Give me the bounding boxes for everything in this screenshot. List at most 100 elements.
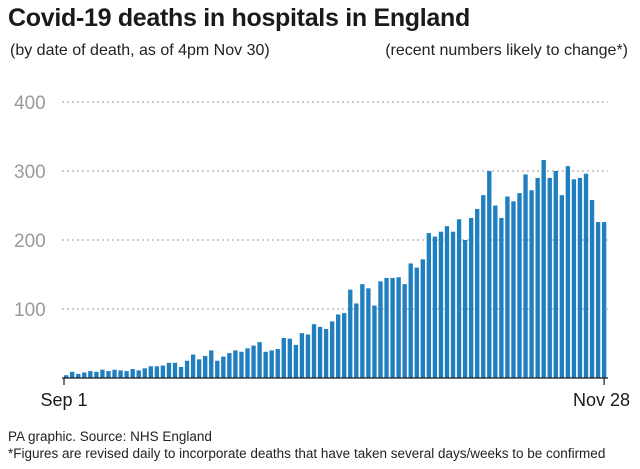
y-tick-label-300: 300: [14, 162, 46, 183]
bar-82: [553, 171, 558, 378]
bar-76: [517, 193, 522, 378]
bar-19: [172, 362, 178, 378]
bar-23: [196, 359, 202, 378]
bar-77: [523, 174, 528, 378]
bar-60: [420, 259, 425, 378]
source-note: PA graphic. Source: NHS England: [8, 429, 212, 444]
bar-54: [384, 277, 389, 378]
x-tick-label-end: Nov 28: [573, 390, 630, 410]
bar-49: [354, 303, 359, 378]
y-tick-label-200: 200: [14, 231, 46, 252]
bar-47: [342, 313, 347, 378]
bar-31: [245, 348, 250, 378]
bar-56: [396, 277, 401, 378]
bar-48: [348, 289, 353, 378]
bar-53: [378, 281, 383, 378]
bar-17: [160, 365, 166, 378]
bar-15: [148, 366, 153, 378]
bar-90: [601, 222, 607, 378]
bar-67: [462, 240, 468, 378]
bar-35: [269, 350, 274, 378]
bar-26: [215, 360, 220, 378]
bar-1: [64, 375, 69, 378]
bar-50: [360, 284, 365, 378]
bar-62: [432, 236, 438, 378]
bar-39: [293, 344, 299, 378]
bar-74: [505, 196, 510, 378]
bar-8: [106, 371, 111, 378]
gridlines: 100 200 300 400: [14, 93, 608, 321]
bar-86: [577, 177, 583, 378]
bar-21: [184, 360, 190, 378]
x-axis: Sep 1 Nov 28: [40, 377, 630, 410]
bar-6: [94, 371, 99, 378]
bar-12: [130, 369, 135, 378]
bar-20: [178, 366, 184, 378]
bar-69: [475, 208, 480, 378]
bar-28: [227, 353, 232, 378]
bar-7: [100, 369, 105, 378]
bar-80: [541, 159, 546, 378]
bar-37: [281, 337, 286, 378]
bar-11: [124, 371, 129, 378]
bar-52: [372, 305, 377, 378]
y-tick-label-100: 100: [14, 300, 46, 321]
bar-66: [456, 219, 462, 378]
bar-63: [438, 231, 444, 378]
bar-83: [559, 195, 564, 378]
bar-2: [70, 371, 75, 378]
bar-33: [257, 342, 262, 378]
bar-58: [408, 263, 413, 378]
bar-series: [64, 159, 607, 378]
bar-84: [565, 166, 571, 378]
bar-38: [287, 338, 292, 378]
bar-72: [493, 205, 498, 378]
bar-59: [414, 267, 419, 378]
bar-45: [329, 321, 335, 378]
bar-40: [299, 333, 305, 378]
bar-43: [317, 326, 323, 378]
bar-13: [136, 370, 141, 378]
bar-18: [166, 362, 172, 378]
x-tick-label-start: Sep 1: [40, 390, 87, 410]
bar-89: [595, 222, 601, 378]
bar-57: [402, 284, 407, 378]
bar-34: [263, 351, 268, 378]
bar-46: [336, 314, 341, 378]
chart-title: Covid-19 deaths in hospitals in England: [8, 4, 470, 32]
bar-85: [571, 179, 577, 378]
bar-4: [82, 372, 87, 378]
bar-65: [450, 231, 456, 378]
chart-subtitle: (by date of death, as of 4pm Nov 30): [10, 42, 270, 59]
bar-16: [154, 366, 160, 378]
bar-41: [305, 334, 311, 378]
bar-81: [547, 177, 552, 378]
bar-61: [426, 233, 432, 378]
bar-42: [311, 324, 317, 378]
bar-79: [535, 177, 540, 378]
bar-32: [251, 345, 256, 378]
bar-3: [76, 373, 81, 378]
chart-caveat: (recent numbers likely to change*): [385, 42, 628, 59]
bar-70: [481, 195, 486, 378]
bar-68: [468, 217, 474, 378]
bar-44: [323, 329, 329, 378]
bar-9: [112, 369, 117, 378]
bar-75: [511, 201, 516, 378]
bar-36: [275, 349, 280, 378]
bar-10: [118, 370, 123, 378]
bar-29: [233, 350, 238, 378]
bar-73: [499, 217, 504, 378]
bar-30: [239, 351, 244, 378]
bar-78: [529, 190, 534, 378]
y-tick-label-400: 400: [14, 93, 46, 114]
bar-88: [589, 199, 595, 378]
footnote: *Figures are revised daily to incorporat…: [8, 446, 606, 461]
bar-24: [203, 355, 208, 378]
bar-87: [583, 173, 589, 378]
bar-55: [390, 277, 395, 378]
bar-27: [221, 356, 226, 378]
bar-5: [88, 371, 93, 378]
bar-22: [190, 354, 196, 378]
